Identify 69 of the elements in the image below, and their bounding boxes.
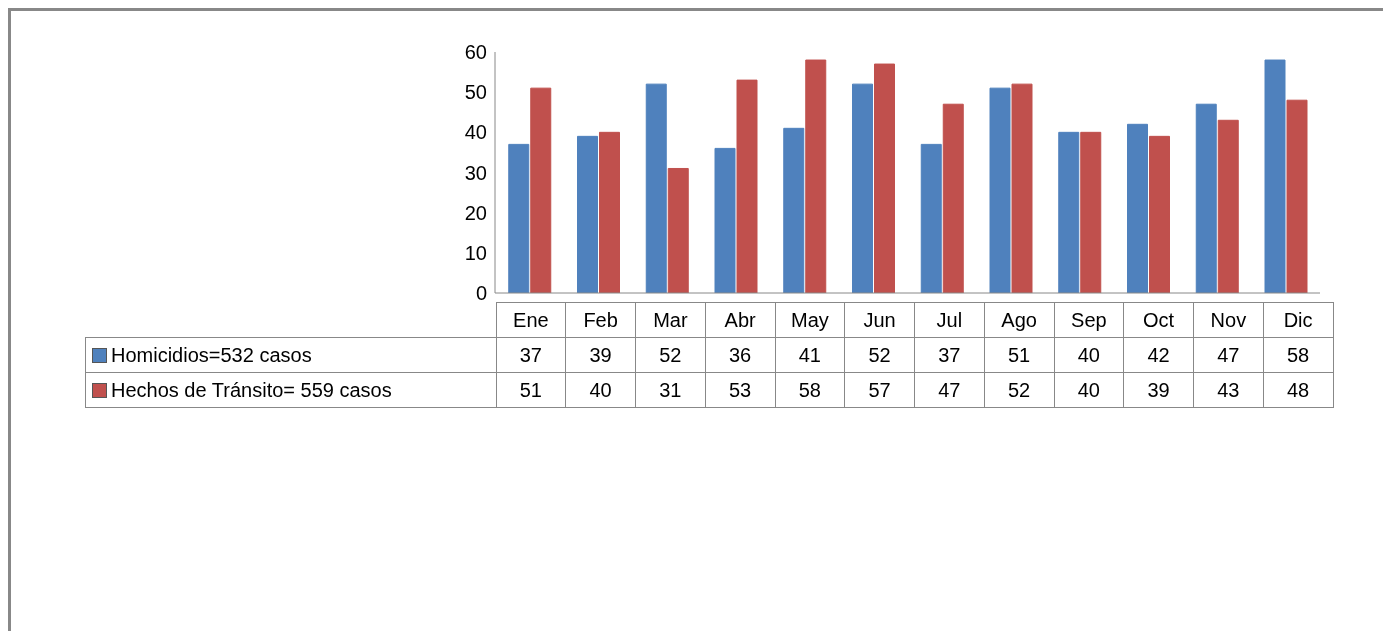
data-label: 52 — [984, 372, 1054, 408]
data-label: 40 — [565, 372, 636, 408]
data-label: 51 — [496, 372, 566, 408]
bar — [508, 143, 530, 293]
bar — [805, 59, 827, 293]
data-label: 47 — [1193, 337, 1264, 373]
bar — [1286, 99, 1308, 293]
bar — [783, 127, 805, 293]
x-tick-label: Nov — [1193, 302, 1264, 338]
legend-label: Homicidios=532 casos — [111, 344, 312, 367]
bar — [874, 63, 895, 293]
data-label: 43 — [1193, 372, 1264, 408]
data-label: 48 — [1263, 372, 1333, 408]
bar — [1195, 103, 1217, 293]
x-tick-label: Jul — [914, 302, 985, 338]
x-tick-label: Ene — [496, 302, 566, 338]
y-tick-label: 40 — [464, 121, 487, 144]
x-tick-label: May — [775, 302, 845, 338]
data-label: 58 — [1263, 337, 1333, 373]
bar — [1264, 59, 1286, 293]
data-label: 57 — [844, 372, 915, 408]
data-label: 41 — [775, 337, 845, 373]
bar — [577, 135, 598, 293]
data-label: 37 — [496, 337, 566, 373]
y-tick-label: 20 — [464, 201, 487, 224]
bar — [1080, 131, 1102, 293]
bar — [736, 79, 758, 293]
bar — [599, 131, 620, 293]
y-tick-label: 30 — [464, 161, 487, 184]
bar — [1217, 119, 1239, 293]
bar — [852, 83, 873, 293]
bar — [920, 143, 942, 293]
data-label: 40 — [1054, 337, 1124, 373]
data-label: 39 — [1123, 372, 1194, 408]
x-tick-label: Dic — [1263, 302, 1333, 338]
bar — [714, 147, 736, 293]
y-tick-label: 60 — [464, 41, 487, 64]
data-label: 37 — [914, 337, 985, 373]
bar — [1149, 135, 1170, 293]
data-label: 42 — [1123, 337, 1194, 373]
bar — [1058, 131, 1080, 293]
data-label: 53 — [705, 372, 775, 408]
x-tick-label: Abr — [705, 302, 775, 338]
x-tick-label: Jun — [844, 302, 915, 338]
data-label: 36 — [705, 337, 775, 373]
x-tick-label: Feb — [565, 302, 636, 338]
bar — [667, 167, 689, 293]
bar — [989, 87, 1011, 293]
x-tick-label: Mar — [635, 302, 706, 338]
data-label: 58 — [775, 372, 845, 408]
bar — [1011, 83, 1033, 293]
data-label: 52 — [635, 337, 706, 373]
x-tick-label: Sep — [1054, 302, 1124, 338]
data-label: 40 — [1054, 372, 1124, 408]
data-label: 31 — [635, 372, 706, 408]
y-tick-label: 10 — [464, 241, 487, 264]
x-tick-label: Ago — [984, 302, 1054, 338]
data-label: 39 — [565, 337, 636, 373]
bar — [645, 83, 667, 293]
data-label: 52 — [844, 337, 915, 373]
x-tick-label: Oct — [1123, 302, 1194, 338]
y-tick-label: 0 — [475, 282, 487, 305]
y-tick-label: 50 — [464, 81, 487, 104]
data-label: 47 — [914, 372, 985, 408]
bar — [1127, 123, 1148, 293]
legend-label: Hechos de Tránsito= 559 casos — [111, 379, 392, 402]
bar — [942, 103, 964, 293]
data-label: 51 — [984, 337, 1054, 373]
bar — [530, 87, 552, 293]
